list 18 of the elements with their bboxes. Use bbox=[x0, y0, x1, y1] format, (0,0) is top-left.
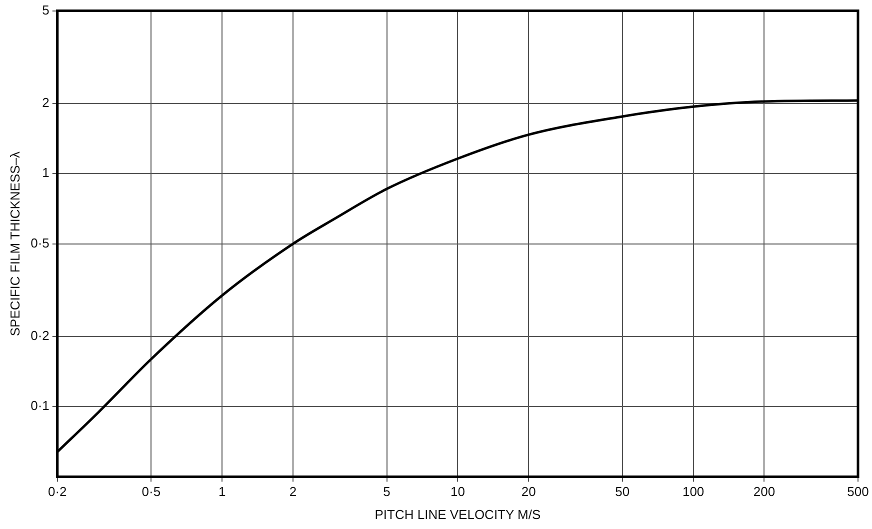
x-tick-label: 50 bbox=[615, 484, 630, 500]
x-tick-label: 1 bbox=[218, 484, 226, 500]
y-tick-label: 1 bbox=[42, 165, 50, 180]
x-axis-title: PITCH LINE VELOCITY M/S bbox=[374, 506, 541, 522]
x-tick-label: 2 bbox=[289, 484, 297, 500]
x-tick-label: 100 bbox=[682, 484, 704, 500]
y-axis-title: SPECIFIC FILM THICKNESS–λ bbox=[7, 150, 22, 336]
y-tick-label: 0·2 bbox=[30, 328, 50, 344]
x-tick-label: 10 bbox=[450, 484, 465, 500]
x-tick-label: 20 bbox=[521, 484, 536, 500]
y-tick-label: 0·5 bbox=[30, 235, 50, 250]
x-tick-label: 5 bbox=[383, 484, 390, 500]
x-tick-label: 0·5 bbox=[142, 484, 161, 500]
x-tick-label: 500 bbox=[847, 484, 869, 500]
y-tick-label: 5 bbox=[42, 2, 50, 18]
y-tick-label: 2 bbox=[42, 95, 50, 110]
y-tick-label: 0·1 bbox=[30, 398, 50, 414]
x-tick-label: 200 bbox=[753, 484, 776, 500]
